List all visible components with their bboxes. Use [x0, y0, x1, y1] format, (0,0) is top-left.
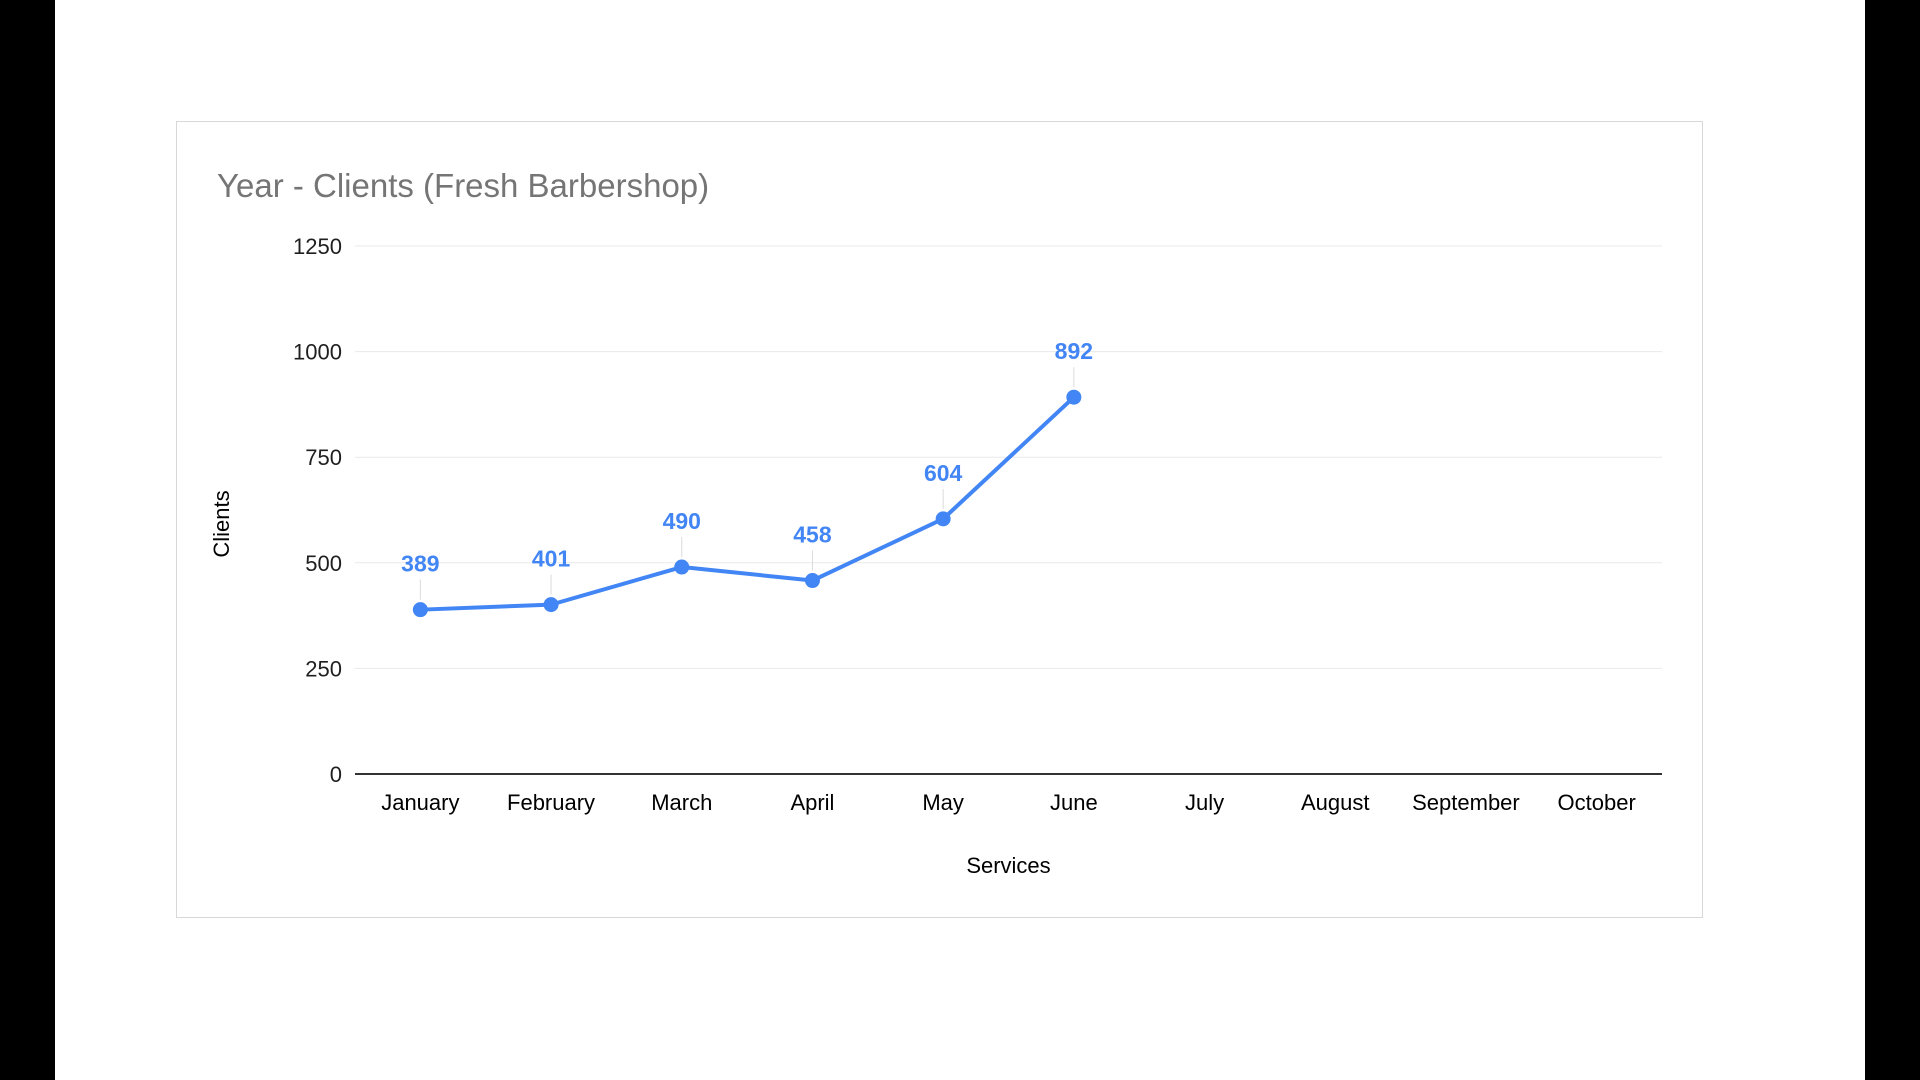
x-tick-label: March — [651, 790, 712, 815]
data-point — [935, 511, 951, 527]
x-tick-label: May — [922, 790, 964, 815]
y-tick-label: 1000 — [293, 340, 342, 365]
x-tick-label: August — [1301, 790, 1370, 815]
data-point — [674, 559, 690, 575]
data-point — [1066, 389, 1082, 405]
x-tick-label: June — [1050, 790, 1098, 815]
data-point-label: 389 — [401, 551, 439, 577]
x-tick-label: April — [790, 790, 834, 815]
data-point-label: 892 — [1055, 338, 1093, 364]
y-tick-label: 750 — [305, 445, 342, 470]
y-tick-label: 500 — [305, 551, 342, 576]
y-tick-label: 1250 — [293, 234, 342, 259]
data-point-label: 401 — [532, 546, 571, 572]
chart-card[interactable]: 0 250 500 750 1000 1250 January February March Ap… — [176, 121, 1703, 918]
x-tick-label: October — [1558, 790, 1636, 815]
x-tick-label: January — [381, 790, 459, 815]
data-point-label: 458 — [793, 522, 832, 548]
y-tick-label: 0 — [330, 762, 342, 787]
data-point — [804, 573, 820, 589]
series-line — [418, 395, 1076, 612]
data-point-label: 604 — [924, 460, 963, 486]
data-point-label: 490 — [663, 508, 701, 534]
data-point — [412, 602, 428, 618]
x-tick-label: September — [1412, 790, 1520, 815]
y-axis-title: Clients — [209, 490, 234, 557]
data-point — [543, 597, 559, 613]
chart-title: Year - Clients (Fresh Barbershop) — [217, 167, 710, 204]
y-tick-label: 250 — [305, 656, 342, 681]
content-canvas: 0 250 500 750 1000 1250 January February March Ap… — [55, 0, 1865, 1080]
x-tick-label: February — [507, 790, 595, 815]
x-axis-title: Services — [966, 853, 1050, 878]
x-tick-label: July — [1185, 790, 1224, 815]
line-chart: 0 250 500 750 1000 1250 January February March Ap… — [209, 234, 1662, 878]
